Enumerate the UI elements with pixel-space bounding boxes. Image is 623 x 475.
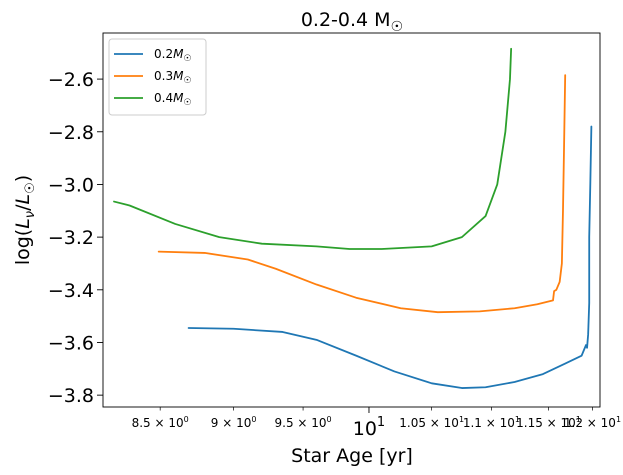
- legend-label-sun: ☉: [183, 98, 191, 108]
- series-line-0-4M: [113, 47, 513, 250]
- legend-label-sun: ☉: [183, 76, 191, 86]
- x-tick-label: 9.5 × 100: [275, 415, 332, 430]
- x-tick-label: 1.2 × 101: [564, 415, 621, 430]
- series-group: [113, 47, 593, 389]
- series-line-0-2M: [187, 125, 593, 389]
- y-axis-title-slash: /: [12, 204, 34, 211]
- chart-title: 0.2-0.4 M☉: [301, 9, 403, 35]
- legend-label-m: M: [173, 91, 184, 105]
- legend-label-sun: ☉: [183, 54, 191, 64]
- y-axis-title-l2: L: [12, 194, 34, 205]
- x-tick-label-exp: 1: [459, 415, 464, 424]
- legend-label-value: 0.3: [154, 69, 173, 83]
- x-tick-label-base: 10: [353, 418, 377, 440]
- x-axis-title: Star Age [yr]: [291, 445, 413, 467]
- legend-label-m: M: [173, 69, 184, 83]
- x-tick-label: 1.05 × 101: [399, 415, 464, 430]
- x-tick-label-exp: 0: [184, 415, 189, 424]
- y-axis-title-close: ): [12, 175, 34, 182]
- y-tick-label: −2.6: [48, 69, 94, 91]
- y-axis-title-sun: ☉: [23, 182, 38, 194]
- legend-label-value: 0.2: [154, 47, 173, 61]
- x-tick-label-exp: 0: [251, 415, 256, 424]
- legend-label: 0.4M☉: [154, 91, 192, 108]
- chart-title-text: 0.2-0.4 M: [301, 9, 391, 31]
- y-axis-title-log: log(: [12, 229, 34, 265]
- x-tick-label-exp: 1: [377, 415, 385, 430]
- legend-label: 0.3M☉: [154, 69, 192, 86]
- legend-label-value: 0.4: [154, 91, 173, 105]
- x-axis-ticks: 8.5 × 100 9 × 100 9.5 × 100 101 1.05 × 1011.…: [132, 407, 621, 440]
- y-tick-label: −2.8: [48, 122, 94, 144]
- x-tick-label-exp: 0: [327, 415, 332, 424]
- x-tick-label-base: 1.15 × 10: [516, 416, 576, 430]
- y-axis-title: log(Lν/L☉): [12, 175, 38, 265]
- legend-items: 0.2M☉0.3M☉0.4M☉: [114, 47, 192, 108]
- x-tick-label-base: 1.05 × 10: [399, 416, 459, 430]
- chart-title-sun-symbol: ☉: [391, 19, 404, 35]
- x-tick-label-exp: 1: [576, 415, 581, 424]
- x-tick-label: 101: [353, 415, 385, 440]
- y-tick-label: −3.8: [48, 385, 94, 407]
- x-tick-label-base: 1.2 × 10: [564, 416, 616, 430]
- x-tick-label: 9 × 100: [211, 415, 257, 430]
- y-tick-label: −3.0: [48, 174, 94, 196]
- x-tick-label-base: 9 × 10: [211, 416, 252, 430]
- legend: 0.2M☉0.3M☉0.4M☉: [108, 38, 207, 116]
- y-tick-label: −3.4: [48, 280, 94, 302]
- legend-label: 0.2M☉: [154, 47, 192, 64]
- y-tick-label: −3.2: [48, 227, 94, 249]
- x-tick-label: 1.1 × 101: [463, 415, 520, 430]
- y-axis-ticks: −3.8 −3.6 −3.4 −3.2 −3.0 −2.8 −2.6: [48, 69, 103, 407]
- x-tick-label-base: 1.1 × 10: [463, 416, 515, 430]
- y-tick-label: −3.6: [48, 332, 94, 354]
- x-tick-label-base: 9.5 × 10: [275, 416, 327, 430]
- legend-label-m: M: [173, 47, 184, 61]
- plot-frame: [102, 32, 601, 408]
- legend-box: [108, 38, 207, 116]
- x-tick-label: 8.5 × 100: [132, 415, 189, 430]
- y-axis-title-nu: ν: [23, 211, 38, 218]
- series-line-0-3M: [157, 74, 567, 314]
- x-tick-label-exp: 1: [515, 415, 520, 424]
- x-tick-label: 1.15 × 101: [516, 415, 581, 430]
- y-axis-title-l1: L: [12, 218, 34, 229]
- x-tick-label-base: 8.5 × 10: [132, 416, 184, 430]
- x-tick-label-exp: 1: [616, 415, 621, 424]
